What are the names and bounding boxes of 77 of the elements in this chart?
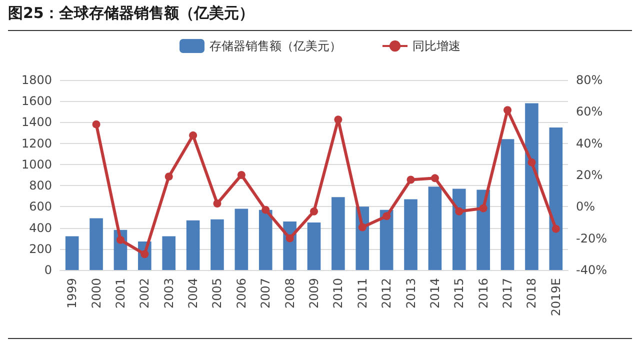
bar (90, 218, 103, 270)
x-tick-label: 2004 (186, 278, 200, 309)
bar (186, 220, 200, 270)
y2-tick-label: 40% (576, 136, 603, 150)
bar (452, 188, 466, 270)
x-tick-label: 2005 (210, 278, 224, 309)
x-tick-label: 2014 (428, 278, 442, 309)
legend-label: 存储器销售额（亿美元） (210, 39, 342, 53)
y2-tick-label: 20% (576, 168, 603, 182)
x-tick-label: 1999 (65, 278, 80, 309)
bar (404, 199, 418, 270)
point (479, 204, 488, 212)
y2-tick-label: 80% (576, 73, 603, 87)
x-tick-label: 2003 (162, 278, 176, 309)
x-tick-label: 2019E (548, 278, 563, 316)
x-tick-label: 2011 (355, 278, 370, 309)
y-tick-label: 1400 (21, 115, 52, 130)
x-tick-label: 2007 (258, 278, 273, 309)
bar (162, 236, 176, 270)
x-tick-label: 2001 (113, 278, 128, 309)
bar (234, 208, 248, 270)
bar (549, 128, 563, 270)
point (382, 212, 391, 220)
x-tick-label: 2018 (524, 278, 539, 309)
x-tick-label: 2006 (234, 278, 248, 309)
point (92, 120, 100, 128)
point (116, 236, 124, 244)
y-tick-label: 800 (29, 178, 52, 193)
y2-tick-label: 60% (576, 104, 603, 119)
bar (258, 210, 272, 270)
x-tick-label: 2009 (307, 278, 321, 309)
bar (500, 139, 514, 270)
point (310, 207, 318, 216)
bar (476, 190, 490, 270)
bar (525, 103, 538, 270)
point (189, 131, 198, 140)
point (164, 172, 173, 181)
point (262, 206, 270, 214)
point (286, 234, 294, 242)
y2-tick-label: -20% (576, 231, 608, 246)
point (406, 176, 415, 184)
point (528, 158, 536, 166)
bar (210, 219, 224, 270)
y-tick-label: 200 (29, 242, 52, 256)
y-tick-label: 600 (29, 200, 52, 214)
y-tick-label: 1000 (21, 157, 52, 172)
y-tick-label: 400 (29, 220, 52, 235)
x-tick-label: 2012 (380, 278, 394, 309)
legend-label: 同比增速 (412, 39, 460, 53)
point (213, 200, 222, 208)
y-tick-label: 1800 (21, 73, 52, 87)
point (334, 116, 342, 124)
bar (307, 222, 321, 270)
x-tick-label: 2002 (138, 278, 152, 309)
point (552, 224, 560, 233)
point (430, 174, 439, 182)
x-tick-label: 2000 (89, 278, 104, 309)
x-tick-label: 2015 (452, 278, 466, 309)
bar (65, 236, 79, 270)
bar (332, 197, 345, 270)
point (455, 207, 464, 216)
y2-tick-label: -40% (576, 263, 608, 277)
y-tick-label: 1600 (21, 94, 52, 108)
x-tick-label: 2010 (331, 278, 346, 309)
bar (428, 186, 442, 270)
x-tick-label: 2013 (404, 278, 418, 309)
bar (380, 210, 394, 270)
x-tick-label: 2008 (282, 278, 297, 309)
y-tick-label: 0 (44, 263, 52, 277)
y-tick-label: 1200 (21, 136, 52, 150)
point (237, 171, 246, 179)
x-tick-label: 2016 (476, 278, 490, 309)
point (504, 106, 512, 114)
y2-tick-label: 0% (576, 200, 596, 214)
x-tick-label: 2017 (500, 278, 515, 309)
chart-title: 图25：全球存储器销售额（亿美元） (8, 4, 254, 23)
point (358, 223, 366, 232)
